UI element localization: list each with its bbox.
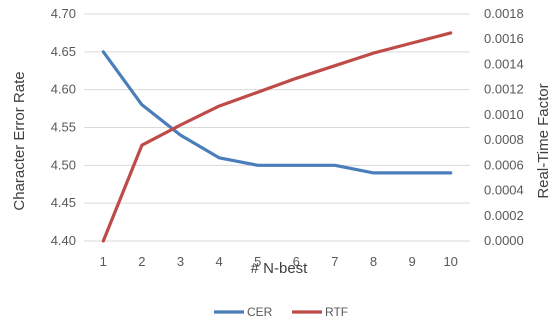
series-lines (101, 31, 453, 243)
left-tick-label: 4.70 (51, 6, 76, 21)
x-tick-label: 3 (177, 254, 184, 269)
right-tick-label: 0.0008 (484, 132, 524, 147)
x-tick-label: 1 (100, 254, 107, 269)
x-tick-label: 10 (443, 254, 457, 269)
left-axis-title: Character Error Rate (11, 71, 28, 210)
x-axis-ticks: 1 2 3 4 5 6 7 8 9 10 (100, 254, 458, 269)
right-tick-label: 0.0000 (484, 233, 524, 248)
right-tick-label: 0.0012 (484, 82, 524, 97)
left-tick-label: 4.50 (51, 157, 76, 172)
right-tick-label: 0.0010 (484, 107, 524, 122)
series-line-rtf (101, 31, 453, 243)
series-line-cer (101, 50, 453, 175)
right-tick-label: 0.0006 (484, 157, 524, 172)
left-tick-label: 4.60 (51, 82, 76, 97)
right-axis-title: Real-Time Factor (535, 83, 552, 198)
x-tick-label: 4 (215, 254, 222, 269)
right-tick-label: 0.0016 (484, 31, 524, 46)
x-tick-label: 9 (408, 254, 415, 269)
left-tick-label: 4.65 (51, 44, 76, 59)
right-axis-ticks: 0.0000 0.0002 0.0004 0.0006 0.0008 0.0010 0.00… (484, 6, 524, 248)
left-tick-label: 4.55 (51, 120, 76, 135)
legend: CER RTF (214, 305, 348, 319)
right-tick-label: 0.0014 (484, 56, 524, 71)
x-axis-title: # N-best (251, 260, 309, 277)
right-tick-label: 0.0002 (484, 208, 524, 223)
x-tick-label: 6 (293, 254, 300, 269)
left-tick-label: 4.45 (51, 195, 76, 210)
right-tick-label: 0.0018 (484, 6, 524, 21)
x-tick-label: 2 (138, 254, 145, 269)
left-axis-ticks: 4.40 4.45 4.50 4.55 4.60 4.65 4.70 (51, 6, 76, 248)
x-tick-label: 5 (254, 254, 261, 269)
x-tick-label: 8 (370, 254, 377, 269)
left-tick-label: 4.40 (51, 233, 76, 248)
right-tick-label: 0.0004 (484, 183, 524, 198)
x-tick-label: 7 (331, 254, 338, 269)
legend-label-rtf: RTF (325, 305, 348, 319)
gridlines (84, 13, 470, 242)
legend-label-cer: CER (247, 305, 273, 319)
